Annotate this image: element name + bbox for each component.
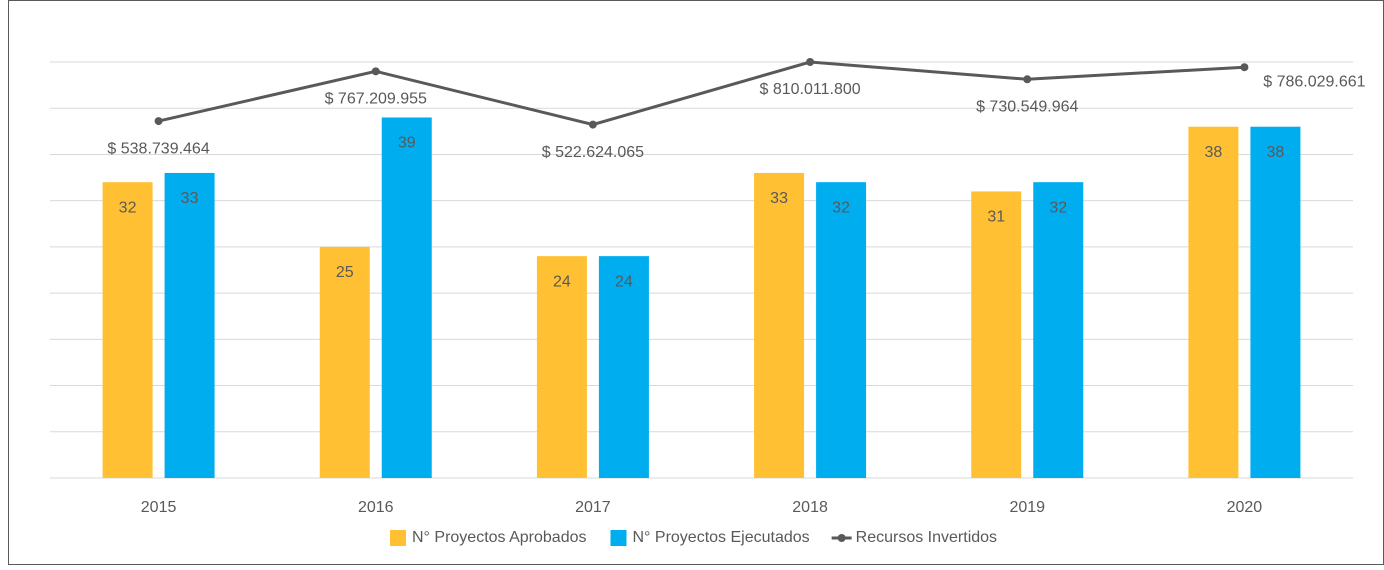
data-label: $ 730.549.964 [976, 99, 1078, 116]
bar [754, 172, 805, 478]
data-label: $ 810.011.800 [760, 81, 861, 98]
data-label: 39 [398, 135, 416, 152]
legend-swatch [610, 530, 627, 546]
legend-marker [837, 534, 846, 542]
data-label: 33 [770, 190, 788, 207]
data-label: 38 [1205, 144, 1223, 161]
data-label: 25 [336, 264, 354, 281]
data-label: $ 538.739.464 [107, 140, 209, 157]
line-marker [806, 57, 815, 66]
bar [598, 256, 649, 478]
data-label: 32 [832, 199, 850, 216]
chart-frame [8, 0, 1384, 565]
bar [1033, 182, 1084, 478]
data-label: 38 [1267, 144, 1285, 161]
bar [536, 256, 587, 478]
x-tick-label: 2018 [792, 499, 828, 516]
line-marker [588, 120, 597, 129]
line [158, 60, 1245, 127]
bar [319, 246, 370, 478]
x-tick-label: 2015 [141, 499, 177, 516]
bar [164, 172, 215, 478]
data-label: 24 [615, 273, 633, 290]
data-label: 32 [1049, 199, 1067, 216]
data-label: 33 [181, 190, 199, 207]
x-tick-label: 2020 [1227, 499, 1263, 516]
data-label: $ 786.029.661 [1263, 73, 1365, 90]
data-label: $ 767.209.955 [325, 91, 427, 108]
legend-label: N° Proyectos Ejecutados [633, 529, 810, 546]
bar [971, 191, 1022, 478]
line-marker [1023, 75, 1032, 84]
bar [102, 182, 153, 478]
x-tick-label: 2017 [575, 499, 611, 516]
data-label: 24 [553, 273, 571, 290]
bar [816, 182, 867, 478]
data-label: 32 [119, 199, 137, 216]
line-marker [371, 67, 380, 76]
data-label: $ 522.624.065 [542, 144, 644, 161]
bar [1250, 126, 1301, 478]
x-tick-label: 2019 [1009, 499, 1045, 516]
data-label: 31 [987, 209, 1005, 226]
legend-swatch [390, 530, 406, 546]
x-tick-label: 2016 [358, 499, 394, 516]
bar [1188, 126, 1239, 478]
line-marker [154, 117, 163, 126]
bar [381, 117, 432, 478]
line-marker [1240, 63, 1249, 72]
legend-label: Recursos Invertidos [856, 529, 997, 546]
legend-label: N° Proyectos Aprobados [412, 529, 587, 546]
